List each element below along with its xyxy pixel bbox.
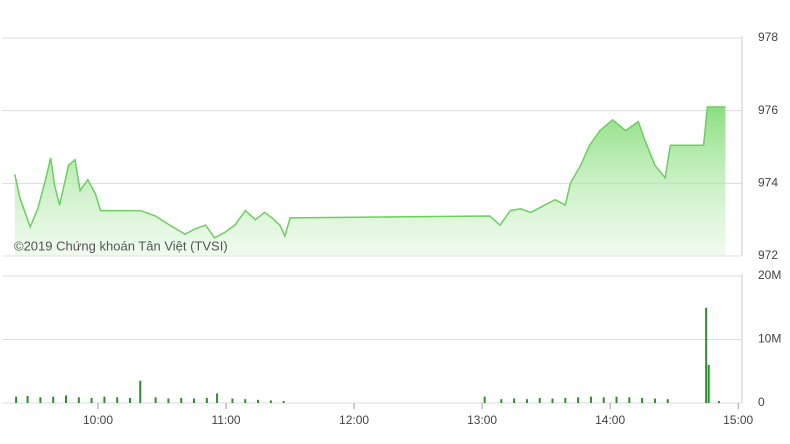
volume-bar <box>77 397 80 403</box>
y-tick-label: 976 <box>758 103 778 117</box>
volume-bar <box>154 397 157 403</box>
volume-bar <box>551 398 554 403</box>
x-tick-label: 14:00 <box>595 413 625 427</box>
volume-bar <box>257 399 260 403</box>
y-tick-label: 10M <box>758 332 781 346</box>
volume-bar <box>628 397 631 403</box>
volume-bar <box>167 398 170 403</box>
volume-bar <box>513 398 516 403</box>
volume-bar <box>707 364 710 403</box>
volume-bar <box>282 401 285 403</box>
y-tick-label: 0 <box>758 395 765 409</box>
x-tick-label: 13:00 <box>467 413 497 427</box>
volume-bar <box>39 397 42 403</box>
volume-bar <box>103 396 106 403</box>
volume-bar <box>653 398 656 403</box>
y-tick-label: 972 <box>758 248 778 262</box>
x-tick-label: 15:00 <box>723 413 753 427</box>
volume-bar <box>483 396 486 403</box>
volume-bar <box>139 380 142 403</box>
x-tick-label: 11:00 <box>211 413 240 427</box>
watermark: ©2019 Chứng khoán Tân Việt (TVSI) <box>14 238 228 253</box>
volume-bar <box>244 399 247 403</box>
volume-bar <box>602 397 605 403</box>
area-fill <box>14 107 726 256</box>
volume-bar <box>205 397 208 403</box>
volume-bar <box>666 399 669 403</box>
volume-bar <box>90 397 93 403</box>
volume-bar <box>615 396 618 403</box>
volume-bar <box>269 400 272 403</box>
volume-bar <box>193 398 196 403</box>
volume-bar <box>15 396 18 403</box>
x-tick-label: 10:00 <box>83 413 113 427</box>
y-tick-label: 974 <box>758 176 778 190</box>
volume-bar <box>577 397 580 403</box>
volume-bar <box>705 307 708 403</box>
volume-bar <box>525 399 528 403</box>
volume-bar <box>538 397 541 403</box>
volume-bar <box>65 395 68 403</box>
x-tick-label: 12:00 <box>339 413 369 427</box>
volume-bar <box>717 401 720 403</box>
price-line <box>14 106 726 239</box>
volume-bar <box>180 397 183 403</box>
volume-bar <box>129 397 132 403</box>
plot: 972 974 976 978 ©2019 Chứng khoán Tân Việt (… <box>2 30 781 427</box>
volume-bar <box>116 397 119 403</box>
volume-bar <box>231 398 234 403</box>
y-tick-label: 20M <box>758 268 781 282</box>
volume-bar <box>564 397 567 403</box>
volume-bar <box>26 396 29 403</box>
volume-bar <box>52 396 55 403</box>
volume-bar <box>216 393 219 403</box>
volume-bar <box>641 397 644 403</box>
volume-bar <box>500 399 503 403</box>
y-tick-label: 978 <box>758 30 778 44</box>
volume-bar <box>589 396 592 403</box>
